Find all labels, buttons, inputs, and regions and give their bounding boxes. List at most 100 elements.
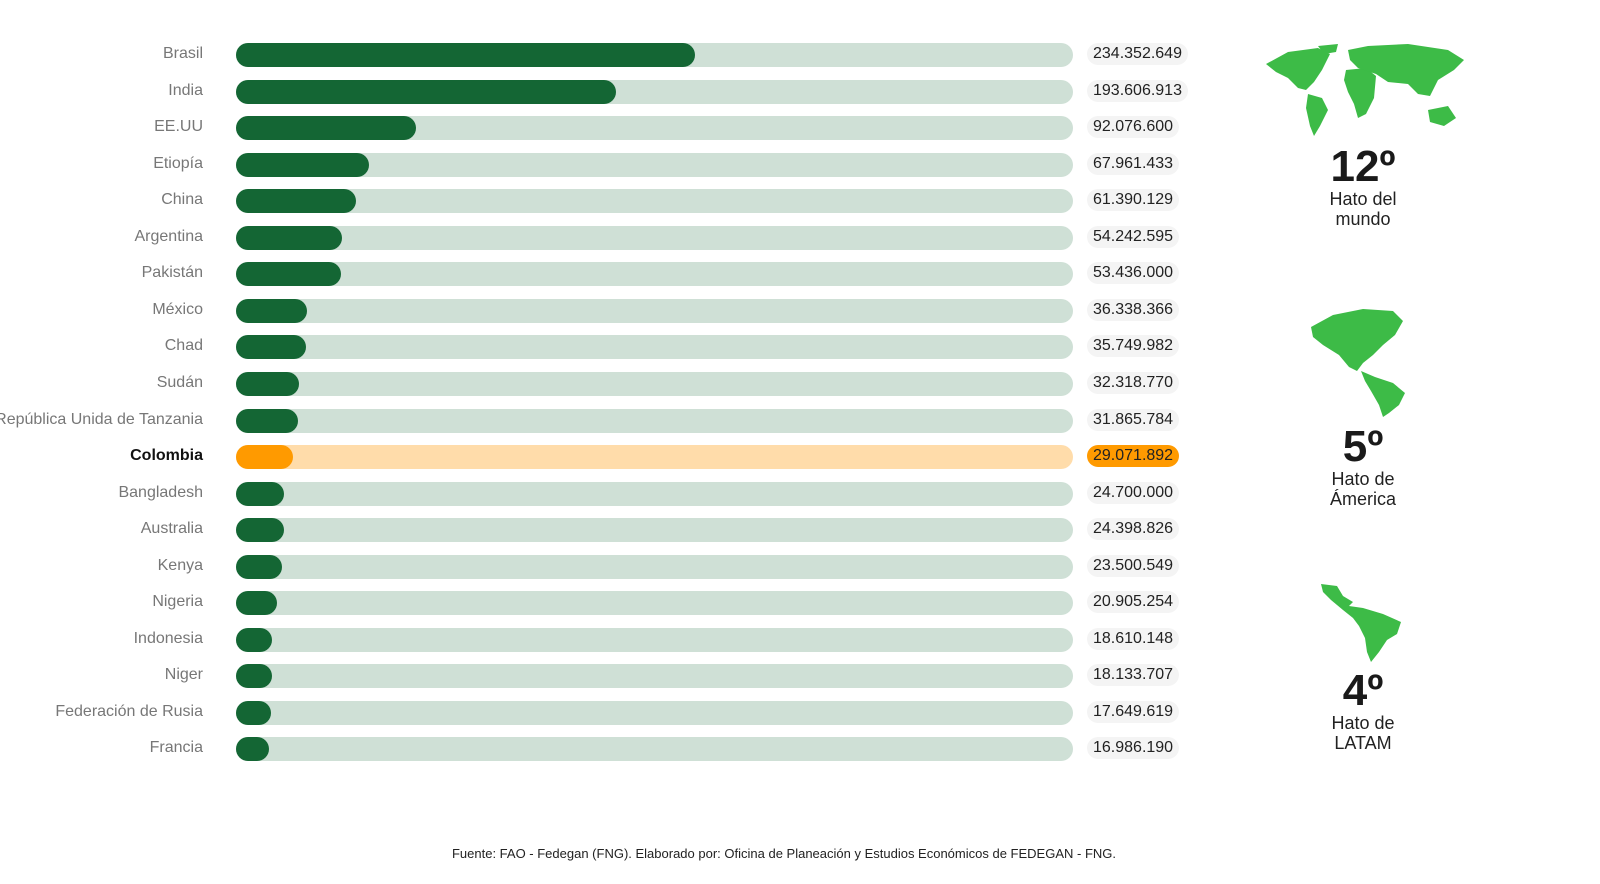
value-label: 20.905.254 <box>1087 591 1180 614</box>
value-label: 234.352.649 <box>1087 43 1188 65</box>
americas-map-icon <box>1311 309 1405 417</box>
bar-row: Brasil 234.352.649 <box>0 42 1200 68</box>
bar-track <box>236 335 1073 360</box>
value-label: 24.398.826 <box>1087 518 1180 541</box>
bar <box>236 445 293 470</box>
bar-row: Colombia 29.071.892 <box>0 444 1200 470</box>
bar-row: Indonesia 18.610.148 <box>0 627 1200 653</box>
category-label: Argentina <box>134 227 204 245</box>
bar-row: Etiopía 67.961.433 <box>0 152 1200 178</box>
value-label: 36.338.366 <box>1087 298 1180 321</box>
bar-track <box>236 298 1073 323</box>
bar-row: India 193.606.913 <box>0 79 1200 105</box>
world-panel: 12º Hato del mundo <box>1253 40 1473 229</box>
bar-track <box>236 408 1073 433</box>
bar-row: República Unida de Tanzania 31.865.784 <box>0 408 1200 434</box>
bar <box>236 116 417 141</box>
bar-track <box>236 371 1073 396</box>
category-label: EE.UU <box>154 118 203 136</box>
category-label: Etiopía <box>153 154 203 172</box>
bar-row: Chad 35.749.982 <box>0 334 1200 360</box>
bar-row: EE.UU 92.076.600 <box>0 115 1200 141</box>
category-label: China <box>161 191 203 209</box>
bar <box>236 737 270 762</box>
bar-track <box>236 591 1073 616</box>
bar-row: Argentina 54.242.595 <box>0 225 1200 251</box>
value-label: 92.076.600 <box>1087 116 1180 139</box>
category-label: Kenya <box>157 556 203 574</box>
bar-track <box>236 737 1073 762</box>
bar <box>236 335 307 360</box>
category-label: Federación de Rusia <box>55 702 203 720</box>
value-label: 29.071.892 <box>1087 445 1180 468</box>
bar <box>236 591 277 616</box>
bar-row: Nigeria 20.905.254 <box>0 590 1200 616</box>
bar <box>236 664 272 689</box>
bar-track <box>236 664 1073 689</box>
value-label: 61.390.129 <box>1087 189 1180 212</box>
bar-track <box>236 518 1073 543</box>
bar-track <box>236 481 1073 506</box>
value-label: 24.700.000 <box>1087 481 1180 504</box>
latam-map-icon <box>1321 584 1401 662</box>
category-label: México <box>152 300 203 318</box>
value-label: 53.436.000 <box>1087 262 1180 285</box>
category-label: Indonesia <box>133 629 203 647</box>
bar <box>236 627 273 652</box>
value-label: 17.649.619 <box>1087 700 1180 723</box>
category-label: India <box>168 81 203 99</box>
bar-row: Pakistán 53.436.000 <box>0 261 1200 287</box>
bar-track <box>236 189 1073 214</box>
bar-track <box>236 79 1073 104</box>
bar <box>236 408 299 433</box>
bar-track <box>236 43 1073 67</box>
bar <box>236 700 271 725</box>
bar-track <box>236 262 1073 287</box>
category-label: Pakistán <box>141 264 203 282</box>
bar-track <box>236 700 1073 725</box>
category-label: Niger <box>164 666 203 684</box>
category-label: Brasil <box>162 45 203 62</box>
value-label: 67.961.433 <box>1087 152 1180 175</box>
bar-track <box>236 627 1073 652</box>
world-rank-label: Hato del mundo <box>1329 189 1397 229</box>
category-label: Chad <box>164 337 203 355</box>
category-label: Australia <box>140 520 203 538</box>
world-rank: 12º <box>1330 142 1396 191</box>
bar-track <box>236 152 1073 177</box>
bar <box>236 152 370 177</box>
america-rank-label: Hato de Ámerica <box>1329 469 1396 509</box>
bar-track <box>236 445 1073 470</box>
america-panel: 5º Hato de Ámerica <box>1253 305 1473 509</box>
bar-row: Australia 24.398.826 <box>0 517 1200 543</box>
world-map-icon <box>1266 44 1464 136</box>
bar-row: China 61.390.129 <box>0 188 1200 214</box>
category-label: Bangladesh <box>118 483 203 501</box>
bar-row: Niger 18.133.707 <box>0 663 1200 689</box>
category-label: República Unida de Tanzania <box>0 410 203 428</box>
latam-rank: 4º <box>1342 666 1384 715</box>
bar <box>236 481 285 506</box>
value-label: 18.133.707 <box>1087 664 1180 687</box>
bar <box>236 518 284 543</box>
category-label: Nigeria <box>152 593 203 611</box>
bar-row: México 36.338.366 <box>0 298 1200 324</box>
america-rank: 5º <box>1342 422 1384 471</box>
bar-row: Francia 16.986.190 <box>0 736 1200 762</box>
bar <box>236 43 696 67</box>
bar <box>236 79 616 104</box>
category-label: Sudán <box>156 373 203 391</box>
bar-track <box>236 116 1073 141</box>
category-label: Francia <box>149 739 203 757</box>
bar <box>236 189 357 214</box>
value-label: 32.318.770 <box>1087 371 1180 394</box>
bar-row: Bangladesh 24.700.000 <box>0 481 1200 507</box>
value-label: 54.242.595 <box>1087 225 1180 248</box>
source-note: Fuente: FAO - Fedegan (FNG). Elaborado p… <box>451 846 1116 861</box>
bar-track <box>236 554 1073 579</box>
bar-row: Kenya 23.500.549 <box>0 554 1200 580</box>
bar-track <box>236 225 1073 250</box>
latam-panel: 4º Hato de LATAM <box>1253 582 1473 753</box>
value-label: 193.606.913 <box>1087 79 1188 102</box>
value-label: 35.749.982 <box>1087 335 1180 358</box>
